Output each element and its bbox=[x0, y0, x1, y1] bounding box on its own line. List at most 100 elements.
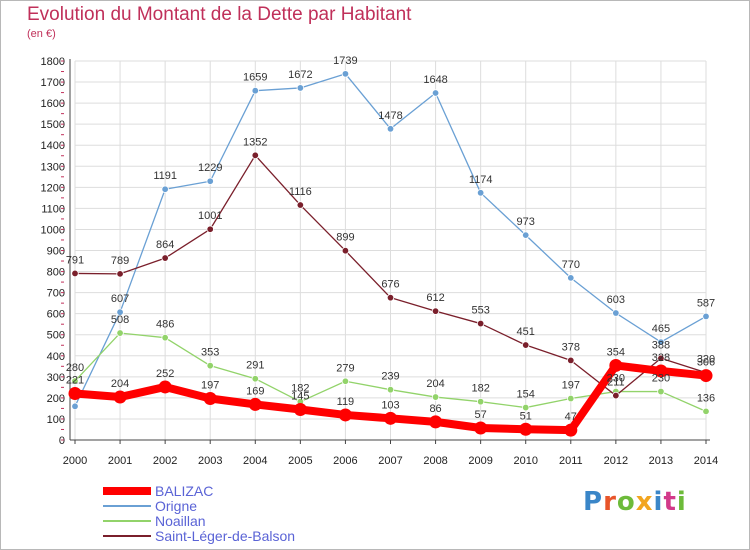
data-label-noaillan: 353 bbox=[201, 347, 219, 359]
point-balizac bbox=[158, 380, 172, 394]
data-label-balizac: 57 bbox=[475, 409, 487, 421]
data-label-noaillan: 154 bbox=[517, 389, 535, 401]
point-origne bbox=[431, 89, 440, 97]
point-noaillan bbox=[702, 407, 710, 416]
data-label-balizac: 86 bbox=[429, 403, 441, 415]
data-label-noaillan: 291 bbox=[246, 360, 264, 372]
data-label-origne: 587 bbox=[697, 297, 715, 309]
y-tick-label: 400 bbox=[47, 351, 65, 363]
point-balizac bbox=[113, 390, 127, 404]
y-tick-label: 1600 bbox=[41, 98, 65, 110]
data-label-origne: 1478 bbox=[378, 110, 402, 122]
data-label-origne: 603 bbox=[607, 294, 625, 306]
point-origne bbox=[567, 274, 575, 282]
y-tick-label: 0 bbox=[59, 435, 65, 447]
y-tick-label: 700 bbox=[47, 288, 65, 300]
point-saint-l-ger-de-balson bbox=[116, 270, 124, 278]
data-label-origne: 1174 bbox=[469, 174, 493, 186]
data-label-origne: 973 bbox=[517, 216, 535, 228]
point-saint-l-ger-de-balson bbox=[476, 319, 485, 328]
data-label-saint-l-ger-de-balson: 899 bbox=[336, 232, 354, 244]
point-balizac bbox=[609, 358, 623, 372]
logo-letter: t bbox=[663, 487, 677, 517]
x-tick-label: 2012 bbox=[604, 455, 628, 467]
point-balizac bbox=[338, 408, 352, 422]
point-balizac bbox=[474, 421, 488, 435]
data-label-saint-l-ger-de-balson: 864 bbox=[156, 239, 174, 251]
legend-swatch bbox=[103, 505, 151, 507]
x-tick-label: 2003 bbox=[198, 455, 222, 467]
point-saint-l-ger-de-balson bbox=[161, 254, 169, 262]
y-tick-label: 1700 bbox=[41, 77, 65, 89]
point-saint-l-ger-de-balson bbox=[431, 307, 440, 315]
point-balizac bbox=[248, 397, 262, 411]
point-origne bbox=[657, 338, 665, 346]
point-saint-l-ger-de-balson bbox=[612, 391, 620, 400]
point-origne bbox=[251, 86, 259, 95]
logo-letter: x bbox=[635, 487, 654, 517]
y-tick-label: 200 bbox=[47, 393, 65, 405]
data-label-balizac: 119 bbox=[337, 396, 355, 408]
point-origne bbox=[522, 231, 530, 239]
data-label-noaillan: 197 bbox=[562, 380, 580, 392]
data-label-saint-l-ger-de-balson: 789 bbox=[111, 255, 129, 267]
x-tick-label: 2011 bbox=[559, 455, 583, 467]
point-noaillan bbox=[71, 377, 79, 385]
series-origne bbox=[71, 70, 710, 411]
data-label-saint-l-ger-de-balson: 1001 bbox=[198, 210, 222, 222]
data-label-noaillan: 508 bbox=[111, 314, 129, 326]
point-balizac bbox=[203, 392, 217, 406]
point-saint-l-ger-de-balson bbox=[341, 247, 350, 255]
data-label-saint-l-ger-de-balson: 553 bbox=[471, 305, 489, 317]
logo-letter: o bbox=[616, 487, 636, 517]
point-balizac bbox=[699, 369, 713, 383]
data-labels: 221 204 252 197 169 145 119 103 86 57 51 47 354 328 30… bbox=[66, 55, 715, 423]
point-noaillan bbox=[206, 361, 214, 370]
legend-label: Noaillan bbox=[155, 513, 206, 529]
data-label-origne: 770 bbox=[562, 259, 580, 271]
x-tick-label: 2010 bbox=[513, 455, 537, 467]
data-label-saint-l-ger-de-balson: 676 bbox=[381, 279, 399, 291]
data-label-saint-l-ger-de-balson: 320 bbox=[697, 354, 715, 366]
data-label-origne: 1672 bbox=[288, 69, 312, 81]
data-label-noaillan: 182 bbox=[291, 383, 309, 395]
data-label-balizac: 328 bbox=[652, 352, 670, 364]
x-tick-label: 2014 bbox=[694, 455, 718, 467]
y-tick-label: 300 bbox=[47, 372, 65, 384]
legend-label: Origne bbox=[155, 498, 198, 514]
data-label-origne: 1191 bbox=[153, 170, 177, 182]
data-label-balizac: 252 bbox=[156, 368, 174, 380]
data-label-balizac: 145 bbox=[291, 390, 309, 402]
data-label-balizac: 221 bbox=[66, 374, 84, 386]
data-label-saint-l-ger-de-balson: 378 bbox=[562, 341, 580, 353]
point-balizac bbox=[293, 402, 307, 416]
y-tick-label: 600 bbox=[47, 309, 65, 321]
point-noaillan bbox=[386, 385, 395, 394]
series-noaillan bbox=[71, 329, 710, 416]
y-tick-label: 1100 bbox=[41, 203, 65, 215]
y-tick-label: 1500 bbox=[41, 119, 65, 131]
point-balizac bbox=[654, 364, 668, 378]
data-label-noaillan: 230 bbox=[607, 373, 625, 385]
point-origne bbox=[702, 312, 710, 321]
point-origne bbox=[71, 402, 79, 411]
point-origne bbox=[612, 309, 620, 317]
y-tick-label: 1300 bbox=[41, 161, 65, 173]
legend-label: BALIZAC bbox=[155, 483, 214, 499]
point-balizac bbox=[429, 415, 443, 429]
proxiti-logo: Proxiti bbox=[583, 487, 687, 517]
axes: 0 100 200 300 400 500 600 700 800 900 1000 1100 1200… bbox=[41, 56, 719, 467]
series-layer bbox=[68, 70, 713, 437]
data-label-noaillan: 280 bbox=[66, 362, 84, 374]
data-label-balizac: 51 bbox=[520, 410, 532, 422]
x-tick-label: 2009 bbox=[468, 455, 492, 467]
y-tick-label: 1400 bbox=[41, 140, 65, 152]
point-noaillan bbox=[116, 329, 124, 337]
data-label-noaillan: 239 bbox=[381, 371, 399, 383]
y-tick-label: 500 bbox=[47, 330, 65, 342]
point-noaillan bbox=[341, 377, 350, 385]
data-label-balizac: 103 bbox=[381, 399, 399, 411]
data-label-origne: 1739 bbox=[333, 55, 357, 67]
y-tick-label: 900 bbox=[47, 246, 65, 258]
data-label-saint-l-ger-de-balson: 1116 bbox=[289, 186, 312, 198]
